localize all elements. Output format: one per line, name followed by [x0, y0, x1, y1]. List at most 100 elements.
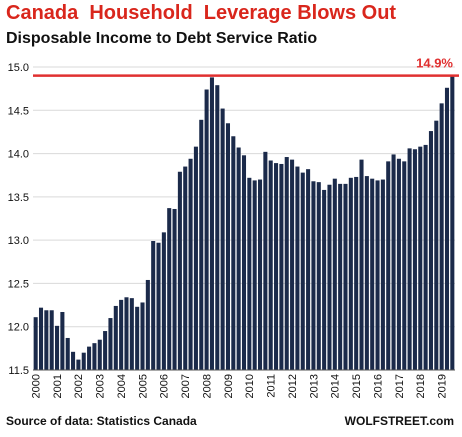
- bar: [402, 161, 407, 370]
- x-tick-label: 2016: [372, 374, 384, 398]
- reference-line-label: 14.9%: [416, 56, 453, 71]
- bar: [65, 337, 70, 370]
- bar: [444, 87, 450, 370]
- bar: [343, 183, 348, 370]
- bar: [274, 163, 279, 370]
- bar: [172, 208, 177, 370]
- x-tick-label: 2001: [52, 374, 64, 398]
- bar: [231, 136, 236, 370]
- bar: [38, 307, 44, 370]
- x-tick-label: 2018: [415, 374, 427, 398]
- bar: [396, 158, 401, 370]
- x-tick-label: 2015: [351, 374, 363, 398]
- bar: [60, 311, 65, 370]
- chart-title: Canada Household Leverage Blows Out: [6, 2, 397, 24]
- bar: [359, 159, 364, 370]
- bar: [257, 179, 263, 370]
- y-tick-label: 14.0: [8, 149, 29, 161]
- bar: [375, 180, 380, 370]
- bar: [311, 181, 316, 370]
- bar: [33, 317, 38, 370]
- bar: [316, 182, 321, 370]
- bar: [49, 310, 54, 370]
- x-tick-label: 2000: [31, 374, 43, 398]
- bar: [193, 146, 198, 370]
- x-tick-label: 2017: [394, 374, 406, 398]
- bar: [161, 232, 166, 370]
- bar: [129, 298, 134, 370]
- x-tick-label: 2011: [266, 374, 278, 398]
- bar: [386, 161, 391, 370]
- y-tick-label: 11.5: [8, 365, 29, 377]
- bar: [428, 131, 433, 370]
- bar: [145, 279, 150, 370]
- x-tick-label: 2003: [95, 374, 107, 398]
- reference-line-group: 14.9%: [33, 56, 459, 77]
- y-tick-label: 13.5: [8, 192, 29, 204]
- x-tick-label: 2004: [116, 374, 128, 398]
- bar: [188, 158, 193, 370]
- bar: [407, 148, 412, 370]
- chart-subtitle: Disposable Income to Debt Service Ratio: [6, 30, 318, 47]
- bar: [439, 103, 444, 371]
- bar: [364, 176, 369, 370]
- x-tick-label: 2013: [308, 374, 320, 398]
- bar: [380, 179, 385, 370]
- brand-label: WOLFSTREET.com: [344, 414, 454, 428]
- bar: [268, 160, 273, 370]
- x-tick-label: 2002: [73, 374, 85, 398]
- bar: [76, 359, 81, 370]
- x-tick-label: 2005: [137, 374, 149, 398]
- bar: [103, 331, 108, 370]
- y-tick-label: 13.0: [8, 235, 29, 247]
- bar: [412, 149, 417, 370]
- bar: [284, 157, 289, 370]
- x-tick-label: 2009: [223, 374, 235, 398]
- bar: [92, 343, 97, 370]
- bar: [370, 178, 375, 370]
- bar: [247, 177, 252, 370]
- x-tick-label: 2008: [201, 374, 213, 398]
- bar: [225, 123, 231, 371]
- bar: [290, 159, 295, 370]
- bar: [140, 302, 145, 370]
- bar: [55, 325, 60, 370]
- bar: [391, 154, 396, 370]
- bar: [332, 178, 337, 370]
- bar: [306, 169, 311, 370]
- y-tick-label: 12.0: [8, 322, 29, 334]
- x-tick-label: 2012: [287, 374, 299, 398]
- bar: [236, 147, 241, 370]
- x-axis: 2000 2001 2002 2003 2004 2005 2006 2007 2008 2009…: [31, 369, 455, 398]
- bar: [135, 306, 140, 370]
- source-note: Source of data: Statistics Canada: [6, 414, 197, 428]
- bar: [81, 352, 86, 370]
- x-tick-label: 2014: [330, 374, 342, 398]
- bar: [209, 77, 214, 370]
- y-axis: 11.5 12.0 12.5 13.0 13.5 14.0 14.5 15.0: [8, 62, 29, 377]
- bar: [177, 171, 182, 370]
- bar: [124, 297, 129, 370]
- bar: [220, 108, 225, 370]
- bar: [167, 208, 172, 370]
- bar: [204, 89, 209, 370]
- y-tick-label: 15.0: [8, 62, 29, 74]
- x-tick-label: 2007: [180, 374, 192, 398]
- bar: [87, 346, 92, 370]
- x-tick-label: 2019: [436, 374, 448, 398]
- bar: [295, 166, 300, 370]
- bar: [113, 305, 118, 370]
- bar: [263, 151, 268, 370]
- bar: [322, 189, 327, 370]
- bar: [199, 119, 204, 371]
- bar: [241, 155, 247, 370]
- bar: [338, 183, 343, 370]
- bar: [215, 85, 220, 371]
- bar: [423, 144, 428, 370]
- bar: [327, 184, 332, 370]
- bar: [252, 180, 257, 370]
- bar: [44, 310, 49, 370]
- x-tick-label: 2010: [244, 374, 256, 398]
- bars: [33, 75, 455, 371]
